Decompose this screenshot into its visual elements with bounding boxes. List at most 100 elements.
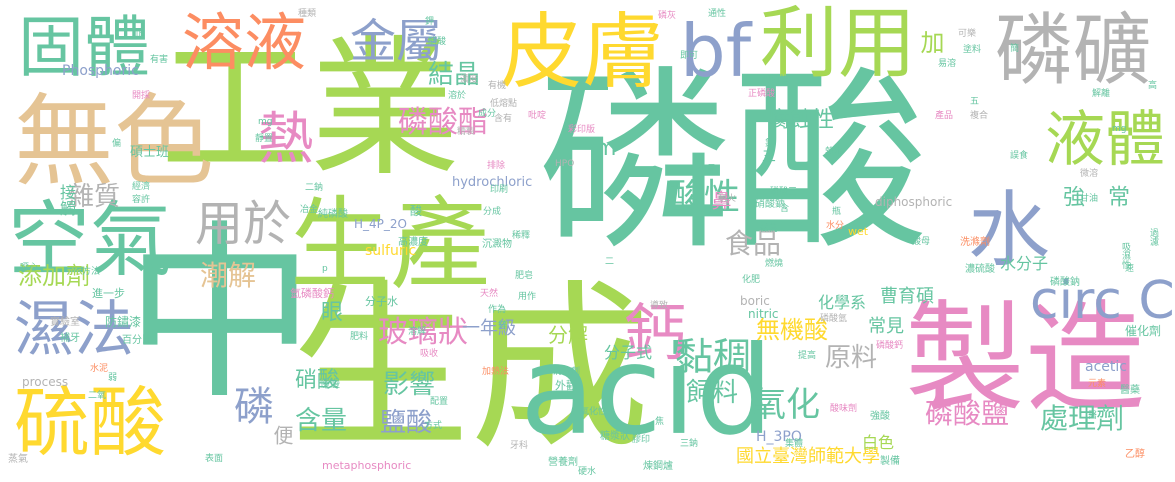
word-nose: 鼻 [708,190,732,210]
word-phosphate-ester: 磷酸酯 [398,105,488,140]
word-apatite: 磷灰 [658,11,677,21]
word-impurity: 雜質 [68,182,121,212]
word-content: 含量 [295,406,348,436]
word-hydrogen-phosphate: 磷酸氫 [820,314,848,324]
word-moisture: 水分 [826,221,845,231]
word-configure: 配置 [430,397,449,407]
word-vapor: 蒸氣 [8,454,28,465]
word-divide: 分成 [483,207,502,217]
word-manufacture: 製造 [905,290,1145,429]
word-decompose: 分解 [548,323,588,347]
word-h4p2o: H_4P_2O [354,217,407,231]
word-middle: 中 [125,204,316,425]
word-ntnu: 國立臺灣師範大學 [736,446,880,467]
word-include: 含 [780,204,790,214]
word-pyridine: 吡啶 [528,111,547,121]
word-bottle: 瓶 [832,207,842,217]
word-three: 三 [762,149,776,165]
word-process-latin: process [22,375,69,389]
word-solution: 溶液 [182,6,307,79]
word-just: 即可 [680,51,699,61]
word-cleaner: 清洗劑 [553,367,581,377]
word-partial: 偏 [112,139,122,149]
word-lab: 實驗室 [50,317,80,328]
word-acid: acid [520,320,774,462]
word-nitric-acid: 硝酸 [295,368,340,393]
word-add: 加 [916,30,944,54]
word-surface: 表面 [205,454,224,464]
word-natural: 天然 [480,289,499,299]
word-ingestion: 誤食 [1010,151,1029,161]
word-masters: 碩士班 [130,145,170,160]
word-food: 食品 [725,227,782,260]
word-percentage: 百分比 [122,335,152,346]
word-combustion: 燃燒 [765,259,784,269]
word-sodium-nitrate: 硝酸鈉 [755,199,785,210]
word-exclude: 排除 [487,161,506,171]
word-sulfuric-acid: 硫酸 [14,378,166,467]
word-metal: 金屬 [350,14,442,68]
word-fast: 速 [1125,264,1135,274]
word-organic: 有機 [488,81,507,91]
word-printing: 印刷 [490,185,509,195]
word-strong-acid: 強酸 [870,411,890,422]
word-mg-1: mg [258,117,273,127]
word-solid: 固體 [18,9,150,86]
word-collective: 集體 [785,439,804,449]
word-calcium: 鈣 [613,300,686,362]
word-conc-sulfuric: 濃硫酸 [965,264,995,275]
word-raw-material: 原料 [825,343,878,373]
word-diphosphoric-latin: diphosphoric [875,195,953,209]
word-five: 五 [970,97,980,107]
word-hpo-latin: HPO [555,159,575,169]
word-chlorine: 氯 [765,139,775,149]
word-medical: 醫 [1088,411,1098,421]
word-steel-furnace: 煉鋼爐 [643,461,673,472]
word-h3po: H_3PO [756,429,802,445]
word-white: 白色 [862,433,895,452]
word-crystal: 結晶 [428,60,481,90]
word-lead-to: 導致 [650,301,669,311]
word-phosphoric-acid: 磷酸 [538,49,928,276]
word-used-for: 用於 [195,196,292,252]
word-wet-process: 濕法 [14,295,134,365]
word-treatment-agent: 處理劑 [1040,402,1125,435]
word-bf: bf [680,9,752,93]
word-industry: 工業 [160,23,461,197]
word-production: 生產 [290,186,490,303]
word-used-as-3: 用作 [518,292,537,302]
word-viscous: 黏稠 [675,335,752,379]
word-acidity: 酸性 [668,177,741,218]
word-refine: 精製 [457,127,476,137]
word-contact: 接觸 [57,184,76,216]
word-used-as-1: 作為 [488,305,507,315]
word-cement: 水泥 [90,364,109,374]
word-common: 常見 [868,316,904,337]
word-used-as-2: 做為 [760,224,779,234]
word-contain: 含有 [494,114,513,124]
word-circ-c: circ C [1030,271,1175,331]
word-absorb: 吸收 [420,349,439,359]
word-further: 進一步 [92,287,125,300]
word-acetic-latin: acetic [1085,359,1127,375]
word-convenience: 便 [270,425,294,445]
word-trisodium: 三鈉 [680,439,699,449]
word-precipitate: 沉澱物 [482,239,512,250]
word-hydrochloric-latin: hydrochloric [452,175,533,190]
word-cola: 可樂 [958,29,977,39]
word-high: 高 [1148,81,1158,91]
word-eye: 眼 [317,300,342,322]
word-strong: 強 [1059,185,1084,207]
word-wet-latin: wet [848,225,869,238]
word-often: 常 [1104,185,1129,207]
word-antirust-paint: 防鏽漆 [105,315,142,329]
word-generate: 生成 [290,265,651,474]
word-deliquesce: 潮解 [200,259,257,292]
word-dioxide: 二氧 [88,391,107,401]
word-hot-water: 熱水 [825,147,844,157]
word-glycerol: 甘油 [1080,194,1099,204]
word-dissolution: 溶解 [408,327,427,337]
word-dissolve-in: 溶於 [448,91,467,101]
word-glassy: 玻璃狀 [378,315,468,350]
